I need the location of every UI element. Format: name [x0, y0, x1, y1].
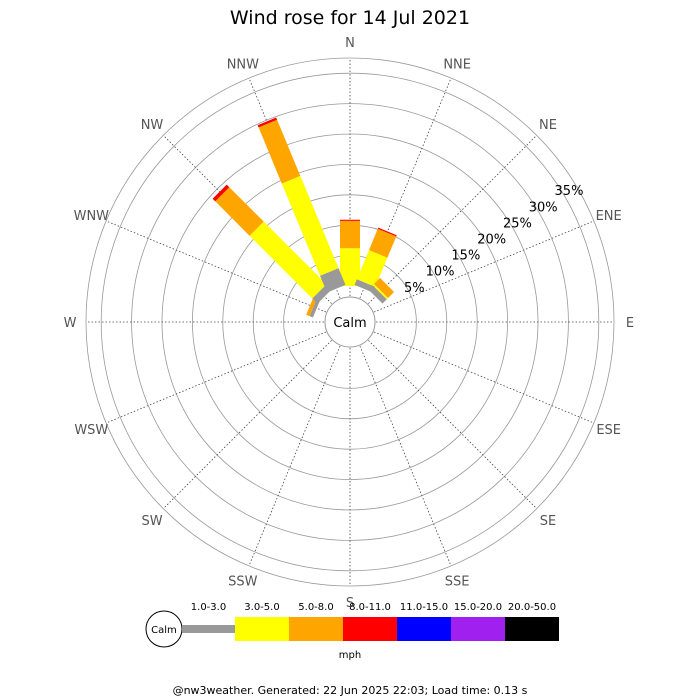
direction-label-s: S: [346, 596, 354, 611]
direction-label-sse: SSE: [445, 575, 470, 590]
ring-label: 35%: [555, 184, 584, 199]
direction-label-wsw: WSW: [74, 423, 108, 438]
direction-label-ssw: SSW: [228, 575, 258, 590]
ring-label: 15%: [451, 249, 480, 264]
legend-label-4: 11.0-15.0: [400, 602, 448, 613]
legend-label-1: 3.0-5.0: [244, 602, 279, 613]
direction-label-e: E: [626, 316, 634, 331]
spoke-ene: [373, 220, 595, 313]
bar-ne-bin-2: [374, 277, 395, 298]
legend-swatch-6: [505, 617, 559, 641]
legend-label-2: 5.0-8.0: [298, 602, 333, 613]
direction-label-sw: SW: [141, 514, 162, 529]
calm-circle: [324, 296, 376, 348]
direction-label-ese: ESE: [596, 423, 621, 438]
bar-nnw-bin-1: [281, 175, 339, 276]
bar-nw-bin-2: [215, 187, 264, 236]
spoke-ne: [368, 135, 537, 304]
legend-label-6: 20.0-50.0: [508, 602, 556, 613]
legend-swatch-4: [397, 617, 451, 641]
legend-units: mph: [339, 650, 361, 661]
direction-label-ne: NE: [539, 118, 557, 133]
bar-n-bin-3: [340, 219, 360, 221]
direction-spokes: [86, 58, 614, 586]
bar-nnw-bin-2: [258, 119, 301, 184]
legend-label-5: 15.0-20.0: [454, 602, 502, 613]
bar-nnw-bin-3: [257, 117, 278, 128]
direction-label-nw: NW: [141, 118, 164, 133]
legend-swatch-0: [182, 625, 235, 633]
calm-center: Calm: [324, 296, 376, 348]
bar-nw-bin-1: [249, 221, 327, 299]
ring-label: 25%: [503, 216, 532, 231]
spoke-wsw: [105, 331, 327, 424]
spoke-wnw: [105, 220, 327, 313]
legend-bins: 1.0-3.0 3.0-5.0 5.0-8.0 8.0-11.0 11.0-15.0 15…: [182, 602, 559, 641]
ring-labels: 5%10%15% 20%25%30%35%: [404, 184, 583, 296]
speed-legend: Calm 1.0-3.0 3.0-5.0 5.0-8.0 8.0-11.0 11.0-1…: [145, 602, 559, 661]
bar-nne-bin-2: [369, 228, 397, 258]
ring-label: 5%: [404, 281, 425, 296]
direction-label-se: SE: [540, 514, 556, 529]
legend-calm-label: Calm: [151, 625, 177, 636]
ring-label: 10%: [426, 265, 455, 280]
outer-ring: [85, 57, 615, 587]
chart-title: Wind rose for 14 Jul 2021: [230, 7, 470, 29]
direction-label-ene: ENE: [596, 209, 622, 224]
range-ring: [191, 163, 509, 481]
bar-nne-bin-3: [377, 227, 397, 237]
bar-nw-bin-3: [212, 184, 230, 202]
spoke-sse: [359, 345, 452, 567]
range-ring: [100, 72, 600, 572]
ring-label: 20%: [477, 232, 506, 247]
bar-wnw-bin-2: [306, 296, 318, 317]
ring-label: 30%: [529, 200, 558, 215]
spoke-ssw: [248, 345, 341, 567]
range-ring: [131, 103, 569, 541]
footer-text: @nw3weather. Generated: 22 Jun 2025 22:0…: [173, 684, 528, 697]
legend-swatch-3: [343, 617, 397, 641]
direction-label-n: N: [345, 36, 355, 51]
range-ring: [222, 194, 478, 450]
legend-swatch-5: [451, 617, 505, 641]
spoke-sw: [163, 340, 332, 509]
legend-label-3: 8.0-11.0: [349, 602, 391, 613]
bar-n-bin-2: [340, 220, 360, 249]
bar-n-bin-1: [340, 248, 360, 286]
direction-label-nne: NNE: [443, 57, 471, 72]
bar-nne-bin-1: [356, 250, 388, 287]
direction-label-w: W: [64, 316, 77, 331]
bar-ne-bin-1: [372, 283, 389, 300]
bar-nnw-bin-0: [320, 268, 346, 293]
spoke-ese: [373, 331, 595, 424]
legend-swatch-1: [235, 617, 289, 641]
legend-label-0: 1.0-3.0: [191, 602, 226, 613]
wind-bars: [212, 117, 397, 318]
legend-swatch-2: [289, 617, 343, 641]
direction-labels: N NNE NE ENE E ESE SE SSE S SSW SW WSW W WNW NW NNW: [64, 36, 635, 611]
direction-label-wnw: WNW: [74, 209, 110, 224]
spoke-se: [368, 340, 537, 509]
calm-label: Calm: [333, 316, 366, 331]
bar-ne-bin-0: [368, 285, 387, 304]
direction-label-nnw: NNW: [227, 57, 259, 72]
